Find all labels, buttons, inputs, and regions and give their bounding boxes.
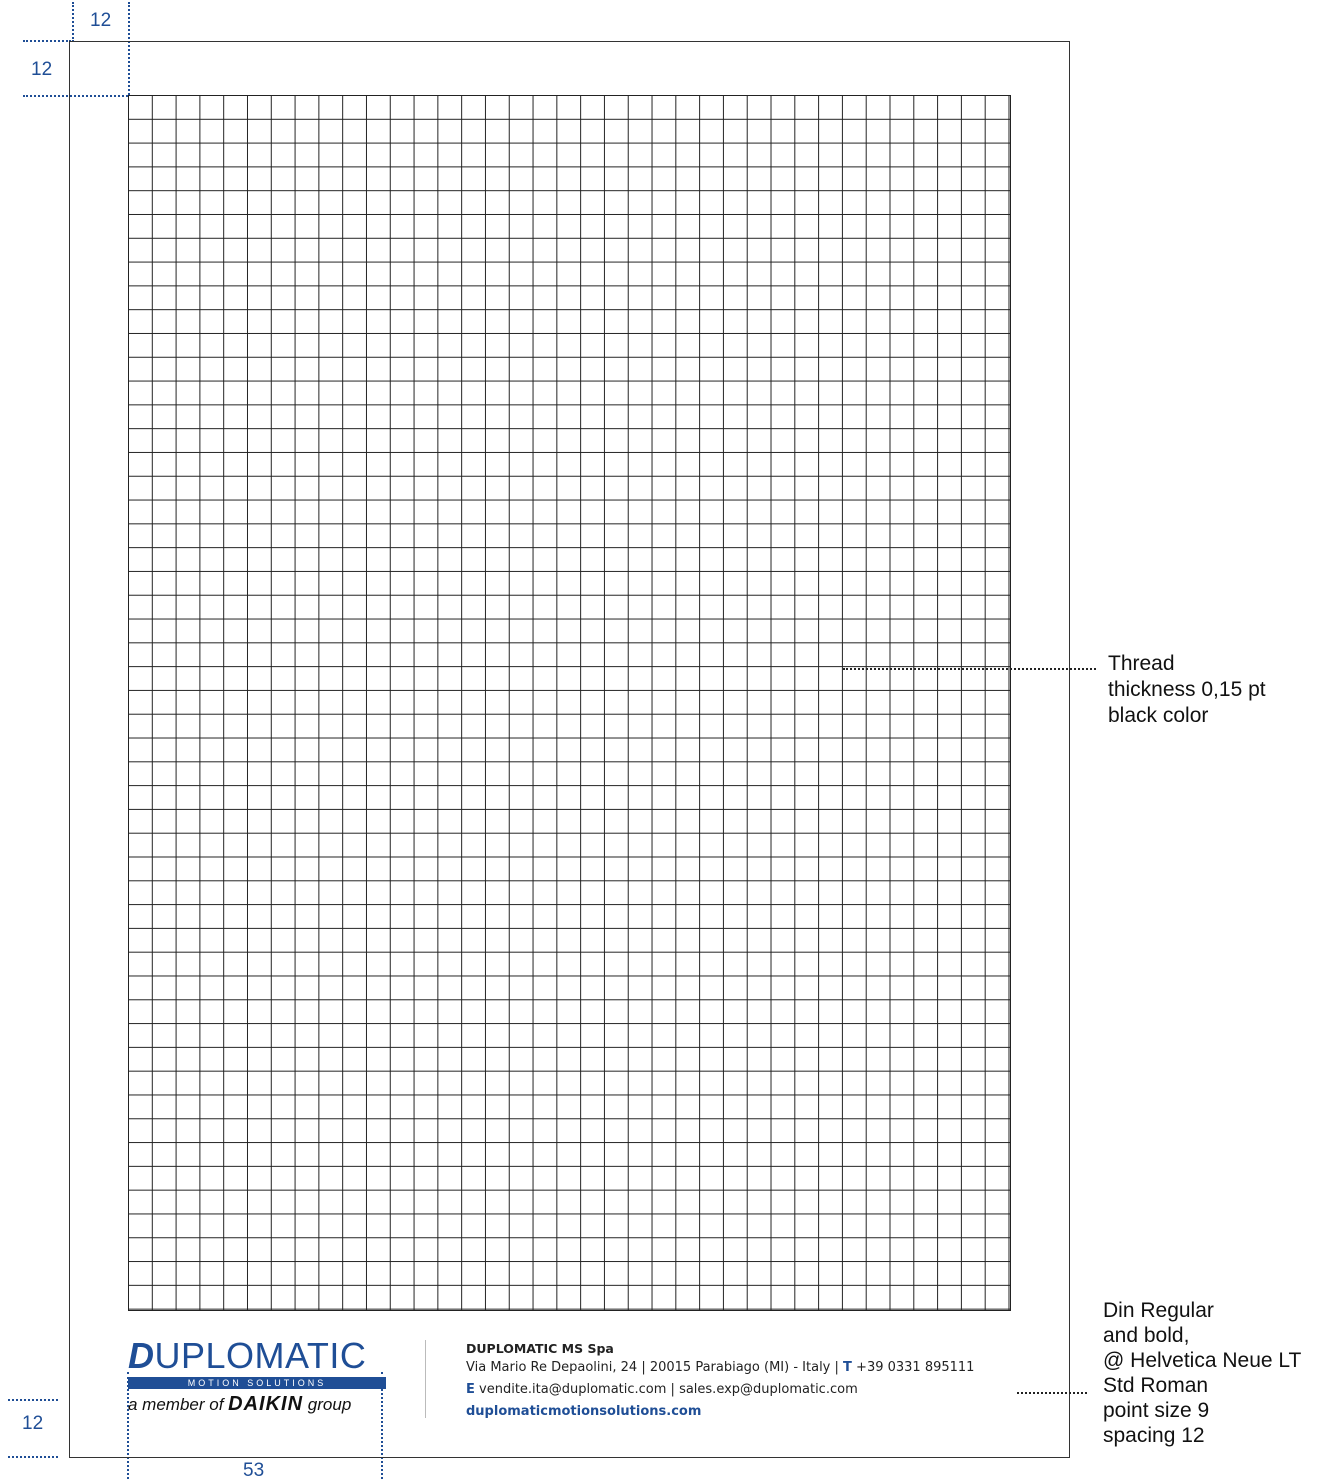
page-frame — [69, 41, 1070, 1458]
logo-width-left-guide — [127, 1372, 129, 1479]
bottom-margin-top-guide — [8, 1399, 58, 1401]
daikin-brand: DAIKIN — [228, 1393, 304, 1415]
phone-label: T — [843, 1360, 852, 1375]
thread-note-line: Thread — [1108, 652, 1175, 675]
email-addresses[interactable]: vendite.ita@duplomatic.com | sales.exp@d… — [479, 1382, 858, 1397]
logo-name: UPLOMATIC — [154, 1335, 367, 1376]
typography-note-line: Std Roman — [1103, 1374, 1209, 1397]
footer-separator — [425, 1340, 426, 1418]
typography-note-line: point size 9 — [1103, 1399, 1210, 1422]
phone-number[interactable]: +39 0331 895111 — [856, 1360, 975, 1375]
top-margin-left-guide — [72, 2, 74, 42]
logo-tagline: MOTION SOLUTIONS — [128, 1377, 386, 1389]
bottom-margin-label: 12 — [22, 1413, 44, 1434]
member-prefix: a member of — [128, 1395, 224, 1414]
typography-note-line: Din Regular — [1103, 1299, 1214, 1322]
left-margin-top-guide — [23, 40, 71, 42]
member-suffix: group — [307, 1395, 352, 1414]
logo-member-line: a member of DAIKIN group — [128, 1393, 390, 1416]
typography-note: Din Regular and bold, @ Helvetica Neue L… — [1103, 1298, 1301, 1448]
email-line: E vendite.ita@duplomatic.com | sales.exp… — [466, 1379, 974, 1401]
top-margin-label: 12 — [90, 10, 112, 31]
street-address: Via Mario Re Depaolini, 24 | 20015 Parab… — [466, 1360, 839, 1375]
thread-note-line: black color — [1108, 704, 1209, 727]
typography-note-line: and bold, — [1103, 1324, 1190, 1347]
email-label: E — [466, 1382, 475, 1397]
thread-note: Thread thickness 0,15 pt black color — [1108, 651, 1266, 729]
bottom-margin-bottom-guide — [8, 1456, 58, 1458]
left-margin-label: 12 — [31, 59, 53, 80]
left-margin-bottom-guide — [23, 95, 128, 97]
logo-width-label: 53 — [243, 1460, 265, 1481]
duplomatic-logo: DUPLOMATIC MOTION SOLUTIONS a member of … — [128, 1337, 386, 1427]
thread-note-line: thickness 0,15 pt — [1108, 678, 1266, 701]
address-block: DUPLOMATIC MS Spa Via Mario Re Depaolini… — [466, 1341, 974, 1423]
typography-leader-line — [1017, 1392, 1087, 1394]
logo-initial: D — [128, 1335, 155, 1376]
top-margin-right-guide — [128, 2, 130, 95]
graph-paper-grid — [128, 95, 1011, 1311]
logo-wordmark: DUPLOMATIC — [128, 1337, 386, 1375]
thread-leader-line — [843, 668, 1096, 670]
logo-width-right-guide — [381, 1372, 383, 1479]
website-link[interactable]: duplomaticmotionsolutions.com — [466, 1404, 702, 1419]
address-line: Via Mario Re Depaolini, 24 | 20015 Parab… — [466, 1357, 974, 1379]
company-name: DUPLOMATIC MS Spa — [466, 1341, 614, 1356]
typography-note-line: spacing 12 — [1103, 1424, 1205, 1447]
typography-note-line: @ Helvetica Neue LT — [1103, 1349, 1302, 1372]
